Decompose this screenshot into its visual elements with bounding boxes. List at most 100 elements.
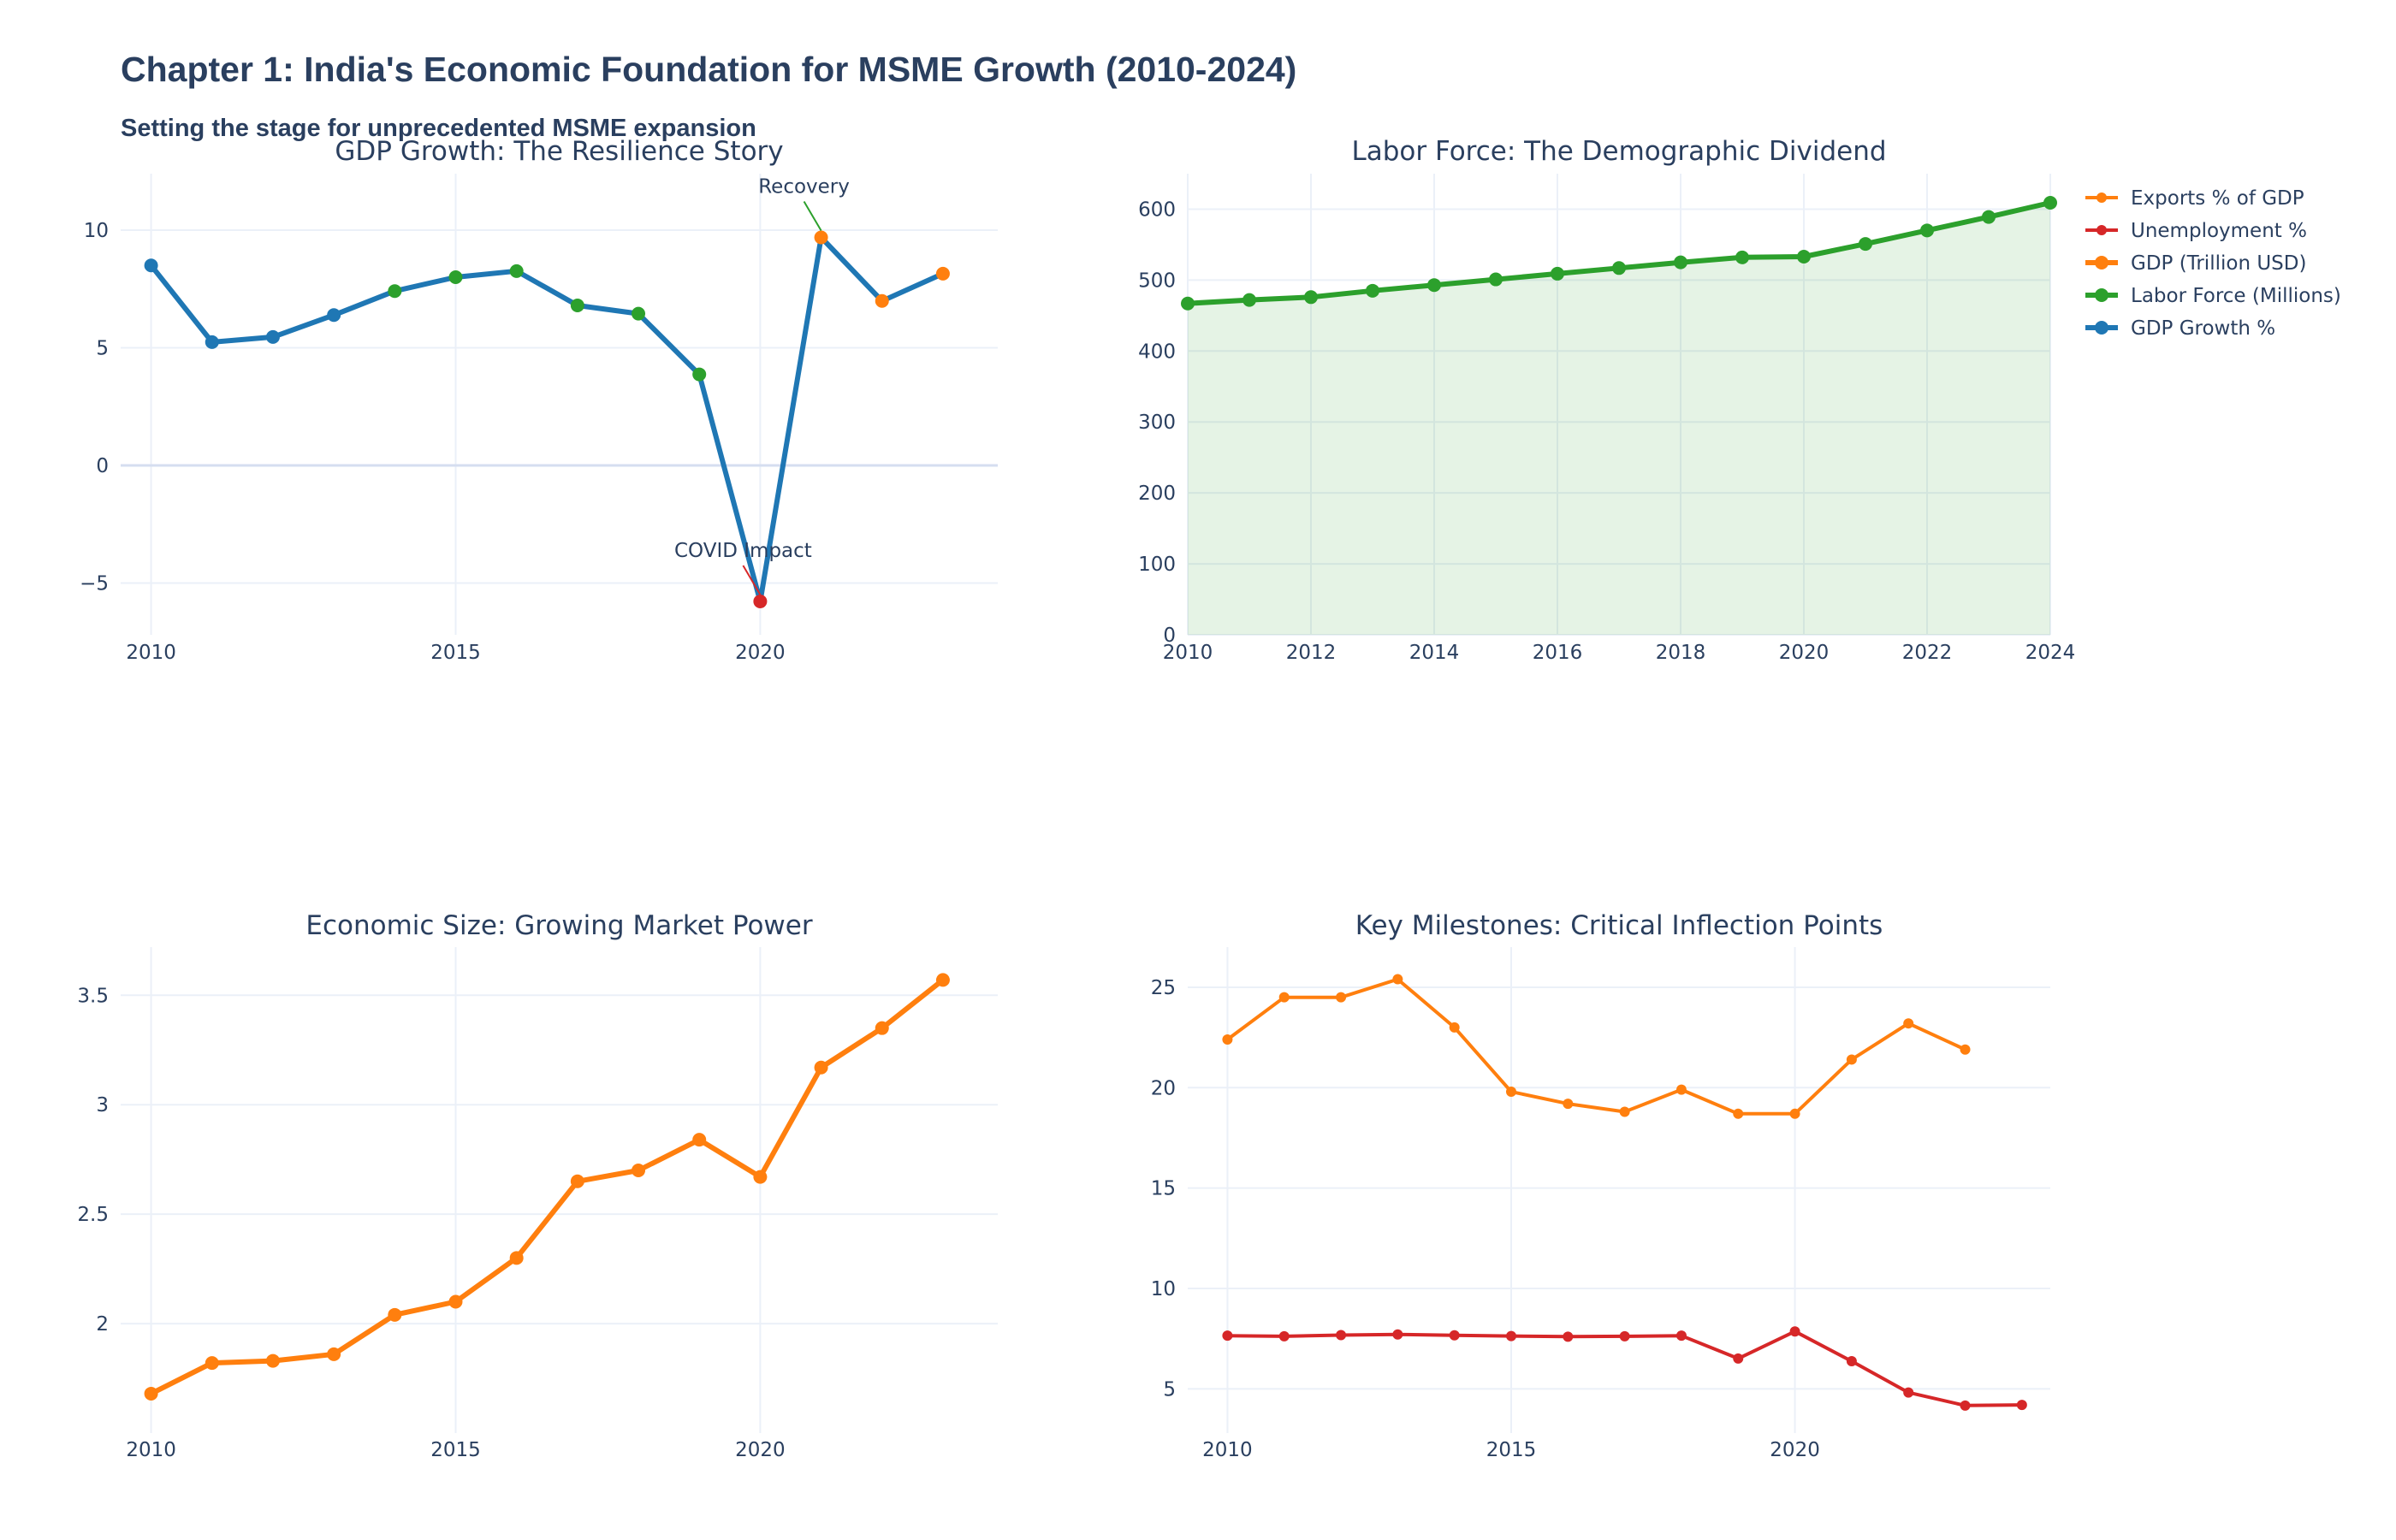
data-point bbox=[1304, 290, 1318, 305]
y-tick-label: 200 bbox=[1138, 483, 1176, 505]
y-tick-label: 2 bbox=[96, 1313, 109, 1336]
y-tick-label: 100 bbox=[1138, 554, 1176, 576]
x-tick-label: 2015 bbox=[430, 642, 481, 664]
subplot-title: Key Milestones: Critical Inflection Poin… bbox=[1355, 910, 1883, 941]
data-point bbox=[265, 329, 280, 344]
data-point bbox=[448, 270, 463, 284]
legend-label: Exports % of GDP bbox=[2131, 187, 2304, 210]
data-point bbox=[265, 1353, 280, 1368]
x-tick-label: 2010 bbox=[1163, 642, 1213, 664]
data-point bbox=[144, 1386, 158, 1401]
data-point bbox=[509, 264, 524, 278]
data-point bbox=[1336, 992, 1347, 1003]
legend: Exports % of GDP Unemployment % GDP (Trill… bbox=[2085, 187, 2341, 340]
data-point bbox=[692, 367, 707, 382]
data-point bbox=[935, 973, 950, 987]
data-point bbox=[1903, 1387, 1914, 1398]
data-point bbox=[144, 258, 158, 273]
data-point bbox=[1846, 1054, 1857, 1065]
data-point bbox=[1278, 992, 1290, 1003]
x-tick-label: 2015 bbox=[430, 1439, 481, 1461]
y-tick-label: 600 bbox=[1138, 198, 1176, 221]
legend-swatch-marker bbox=[2095, 256, 2108, 270]
legend-swatch-marker bbox=[2095, 321, 2108, 335]
data-point bbox=[875, 1021, 889, 1035]
data-point bbox=[1982, 210, 1996, 224]
data-point bbox=[1619, 1330, 1630, 1342]
area-fill bbox=[1188, 203, 2050, 635]
x-tick-label: 2014 bbox=[1409, 642, 1460, 664]
data-point bbox=[388, 284, 402, 299]
data-point bbox=[448, 1294, 463, 1309]
y-tick-label: 10 bbox=[1151, 1278, 1176, 1300]
x-tick-label: 2015 bbox=[1486, 1439, 1537, 1461]
x-tick-label: 2012 bbox=[1286, 642, 1337, 664]
x-tick-label: 2020 bbox=[735, 1439, 786, 1461]
subplot-4: 2010 2015 2020 5 10 15 20 25 Key Milestones: Cri… bbox=[1151, 910, 2050, 1461]
x-tick-label: 2022 bbox=[1902, 642, 1953, 664]
data-point bbox=[2043, 195, 2057, 210]
x-tick-label: 2024 bbox=[2025, 642, 2076, 664]
y-tick-label: 2.5 bbox=[77, 1204, 109, 1226]
data-point bbox=[1506, 1086, 1516, 1097]
data-point bbox=[753, 1170, 768, 1184]
y-tick-label: 5 bbox=[96, 338, 109, 360]
data-point bbox=[1366, 283, 1379, 298]
data-point bbox=[875, 293, 889, 308]
data-point bbox=[1733, 1108, 1744, 1119]
y-tick-label: 20 bbox=[1151, 1077, 1176, 1099]
subplot-3: 2010 2015 2020 2 2.5 3 3.5 Economic Size: Growi… bbox=[77, 910, 998, 1461]
data-point bbox=[205, 335, 219, 349]
x-tick-label: 2020 bbox=[1770, 1439, 1820, 1461]
data-point bbox=[1242, 293, 1256, 307]
annotation-label: Recovery bbox=[758, 176, 850, 198]
legend-swatch-marker bbox=[2096, 192, 2107, 203]
data-point bbox=[1551, 266, 1564, 281]
data-point bbox=[1506, 1330, 1516, 1342]
y-tick-label: 0 bbox=[1163, 625, 1176, 647]
data-point bbox=[1735, 250, 1749, 264]
data-point bbox=[1222, 1330, 1233, 1342]
data-point bbox=[205, 1356, 219, 1371]
data-point bbox=[1846, 1355, 1857, 1366]
x-tick-label: 2018 bbox=[1656, 642, 1706, 664]
data-point bbox=[1797, 250, 1811, 264]
data-point bbox=[1789, 1326, 1800, 1337]
page-title: Chapter 1: India's Economic Foundation f… bbox=[121, 50, 1297, 89]
data-point bbox=[1427, 278, 1441, 293]
data-point bbox=[2016, 1400, 2027, 1411]
y-tick-label: 300 bbox=[1138, 412, 1176, 434]
data-point bbox=[509, 1251, 524, 1265]
subplot-title: Labor Force: The Demographic Dividend bbox=[1351, 136, 1886, 167]
x-tick-label: 2010 bbox=[126, 1439, 176, 1461]
page-subtitle: Setting the stage for unprecedented MSME… bbox=[121, 115, 756, 142]
data-point bbox=[692, 1133, 707, 1147]
subplot-2: 2010 2012 2014 2016 2018 2020 2022 2024 0 100 200 3… bbox=[1138, 136, 2075, 664]
legend-label: GDP (Trillion USD) bbox=[2131, 252, 2306, 275]
y-tick-label: 25 bbox=[1151, 977, 1176, 999]
x-tick-label: 2020 bbox=[735, 642, 786, 664]
data-point bbox=[1181, 296, 1195, 311]
y-tick-label: −5 bbox=[80, 573, 109, 595]
annotation-arrow bbox=[803, 201, 822, 232]
y-tick-label: 3 bbox=[96, 1094, 109, 1116]
data-point bbox=[1920, 223, 1934, 238]
x-tick-label: 2016 bbox=[1533, 642, 1583, 664]
data-point bbox=[632, 1163, 646, 1177]
annotation-arrow bbox=[742, 565, 762, 595]
data-point bbox=[935, 266, 950, 281]
data-point bbox=[1336, 1330, 1347, 1341]
data-point bbox=[1675, 1084, 1687, 1095]
data-point bbox=[388, 1307, 402, 1322]
data-point bbox=[1619, 1106, 1630, 1117]
series-line bbox=[149, 234, 945, 604]
x-tick-label: 2010 bbox=[126, 642, 176, 664]
series-line bbox=[1226, 977, 1966, 1116]
y-tick-label: 500 bbox=[1138, 270, 1176, 292]
data-point bbox=[1489, 272, 1503, 287]
data-point bbox=[814, 1060, 828, 1075]
series-line bbox=[1227, 1330, 2022, 1407]
series-line bbox=[150, 978, 945, 1396]
legend-swatch-marker bbox=[2095, 288, 2108, 302]
